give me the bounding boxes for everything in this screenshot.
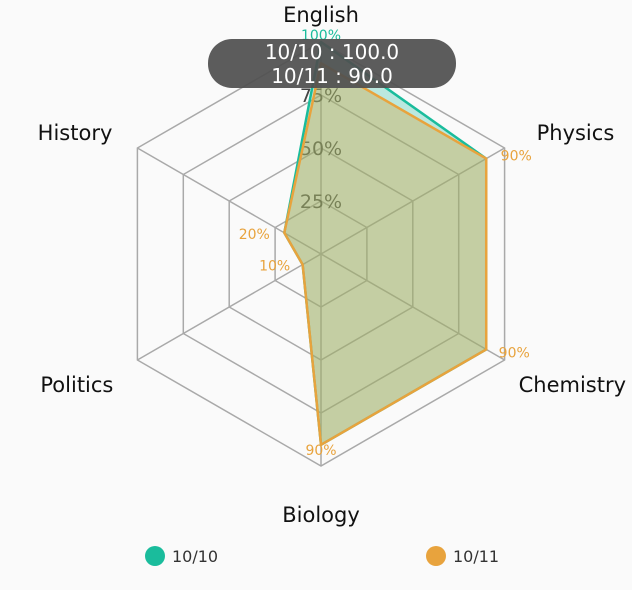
radar-grid — [136, 41, 506, 467]
tooltip: 10/10 : 100.010/11 : 90.0 — [208, 39, 456, 88]
indicator-label-physics: Physics — [537, 121, 615, 145]
legend-label-1: 10/10 — [172, 547, 218, 566]
tooltip-line-1: 10/10 : 100.0 — [265, 40, 399, 64]
indicator-label-politics: Politics — [40, 373, 113, 397]
tooltip-box — [208, 39, 456, 88]
legend-label-2: 10/11 — [453, 547, 499, 566]
legend: 10/10 10/11 — [145, 546, 499, 566]
data-label-2-physics: 90% — [501, 149, 532, 165]
legend-item-1: 10/10 — [145, 546, 218, 566]
legend-swatch-1 — [145, 546, 165, 566]
indicator-label-english: English — [283, 3, 359, 27]
series-2-area — [283, 61, 488, 447]
radar-series-group — [283, 40, 488, 447]
grid-spoke-history — [137, 147, 322, 255]
data-label-2-chemistry: 90% — [499, 345, 530, 361]
data-label-2-biology: 90% — [305, 443, 336, 459]
indicator-label-chemistry: Chemistry — [519, 373, 626, 397]
indicator-label-biology: Biology — [282, 503, 360, 527]
tooltip-line-2: 10/11 : 90.0 — [271, 64, 393, 88]
data-label-2-history: 20% — [239, 227, 270, 243]
tick-label-25: 25% — [300, 191, 342, 213]
indicator-label-history: History — [38, 121, 113, 145]
grid-spoke-chemistry — [320, 253, 505, 361]
tick-label-50: 50% — [300, 138, 342, 160]
indicator-labels-group: English Physics Chemistry Biology Politics Hi… — [38, 3, 626, 527]
grid-spoke-politics — [137, 253, 322, 361]
legend-swatch-2 — [426, 546, 446, 566]
grid-spoke-physics — [320, 147, 505, 255]
legend-item-2: 10/11 — [426, 546, 499, 566]
data-label-2-politics: 10% — [259, 259, 290, 275]
